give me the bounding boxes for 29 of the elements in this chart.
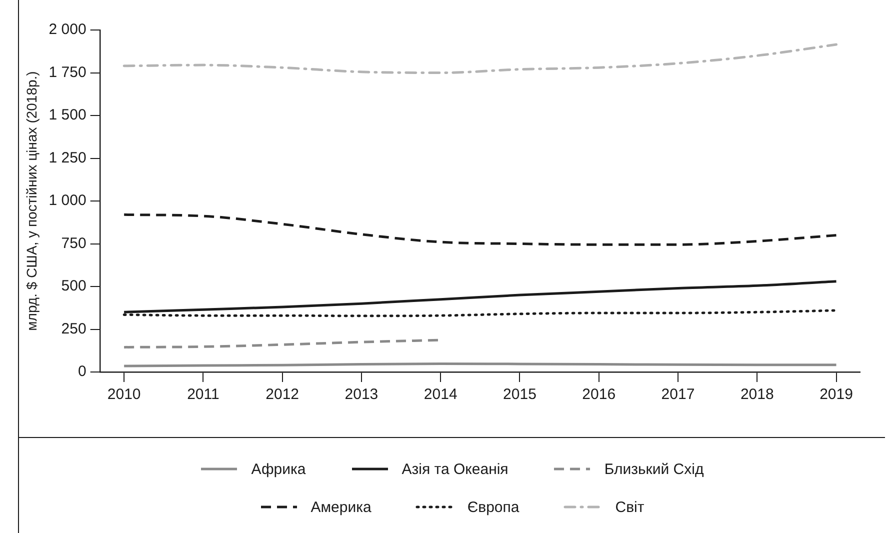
x-tick-label: 2011 xyxy=(187,386,220,404)
x-tick-label: 2017 xyxy=(661,386,695,404)
y-tick-label: 750 xyxy=(61,234,86,252)
legend-label: Світ xyxy=(615,498,644,516)
x-tick-label: 2010 xyxy=(107,386,141,404)
legend-label: Азія та Океанія xyxy=(402,460,508,478)
y-axis-title: млрд. $ США, у постійних цінах (2018р.) xyxy=(23,71,40,331)
legend-label: Америка xyxy=(310,498,372,516)
x-tick-label: 2016 xyxy=(582,386,616,404)
legend-label: Близький Схід xyxy=(604,460,704,478)
x-tick-label: 2019 xyxy=(820,386,853,404)
y-tick-label: 2 000 xyxy=(48,21,86,38)
line-series xyxy=(122,280,838,314)
legend-label: Європа xyxy=(467,498,520,516)
x-tick-label: 2013 xyxy=(344,386,378,404)
line-series xyxy=(122,213,838,246)
y-tick-label: 1 500 xyxy=(48,106,86,124)
legend-label: Африка xyxy=(251,460,306,478)
y-tick-label: 1 750 xyxy=(48,64,86,81)
y-tick-label: 1 000 xyxy=(48,192,86,210)
line-series xyxy=(122,43,838,74)
x-tick-label: 2015 xyxy=(503,386,536,404)
y-tick-label: 1 250 xyxy=(48,149,86,166)
x-tick-label: 2018 xyxy=(740,386,774,404)
x-tick-label: 2012 xyxy=(266,386,300,404)
y-tick-label: 250 xyxy=(61,320,86,338)
x-tick-label: 2014 xyxy=(424,386,458,404)
y-tick-label: 0 xyxy=(78,363,86,380)
y-tick-label: 500 xyxy=(61,278,86,295)
